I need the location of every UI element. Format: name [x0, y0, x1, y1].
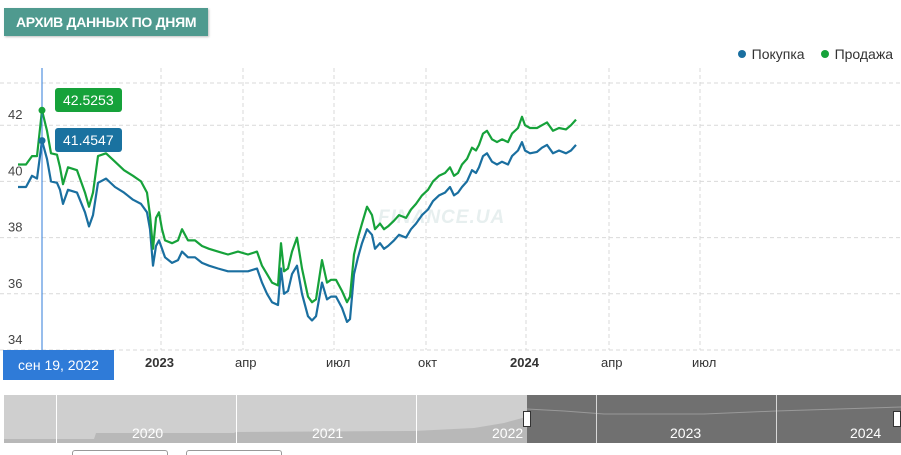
series-line-buy — [18, 139, 577, 323]
crosshair-date-label: сен 19, 2022 — [3, 350, 114, 380]
navigator-divider — [416, 395, 417, 443]
x-tick-label: апр — [235, 355, 257, 370]
x-tick-label: 2023 — [145, 355, 174, 370]
y-tick-label: 38 — [8, 220, 22, 235]
navigator-year-2023: 2023 — [670, 425, 702, 441]
x-tick-label: 2024 — [510, 355, 540, 370]
y-tick-label: 40 — [8, 163, 22, 178]
navigator-selection[interactable] — [527, 395, 901, 443]
x-tick-label: июл — [326, 355, 350, 370]
x-tick-label: окт — [418, 355, 437, 370]
crosshair-point-sell — [38, 106, 46, 114]
range-input-to[interactable] — [186, 450, 282, 455]
navigator-year-2022: 2022 — [492, 425, 524, 441]
navigator-left-handle[interactable] — [523, 411, 531, 427]
line-chart: 34 36 38 40 42 2023 апр июл окт 2024 апр июл — [0, 68, 901, 370]
navigator-divider — [56, 395, 57, 443]
bottom-controls — [0, 448, 901, 455]
legend-sell-marker — [820, 50, 829, 58]
legend-buy-marker — [737, 50, 746, 58]
range-input-from[interactable] — [72, 450, 168, 455]
navigator-year-2024: 2024 — [850, 425, 882, 441]
y-tick-label: 34 — [8, 332, 22, 347]
navigator-divider — [236, 395, 237, 443]
legend-item-buy[interactable]: Покупка — [737, 46, 805, 62]
x-tick-label: апр — [601, 355, 623, 370]
crosshair-point-buy — [38, 137, 46, 145]
navigator-year-2021: 2021 — [312, 425, 344, 441]
y-tick-label: 36 — [8, 276, 22, 291]
navigator-right-handle[interactable] — [893, 411, 901, 427]
sell-tooltip: 42.5253 — [55, 88, 122, 112]
navigator-year-2020: 2020 — [132, 425, 164, 441]
x-tick-label: июл — [692, 355, 716, 370]
archive-tab[interactable]: АРХИВ ДАННЫХ ПО ДНЯМ — [4, 8, 209, 36]
navigator-divider — [776, 395, 777, 443]
legend-buy-label: Покупка — [751, 46, 805, 62]
legend-sell-label: Продажа — [834, 46, 893, 62]
buy-tooltip: 41.4547 — [55, 128, 122, 152]
series-line-sell — [18, 109, 577, 304]
chart-legend: Покупка Продажа — [737, 46, 893, 62]
range-navigator[interactable]: 2020 2021 2022 2023 2024 — [4, 395, 901, 443]
y-tick-label: 42 — [8, 107, 22, 122]
navigator-divider — [596, 395, 597, 443]
navigator-sparkline-selected — [526, 406, 901, 415]
legend-item-sell[interactable]: Продажа — [820, 46, 893, 62]
